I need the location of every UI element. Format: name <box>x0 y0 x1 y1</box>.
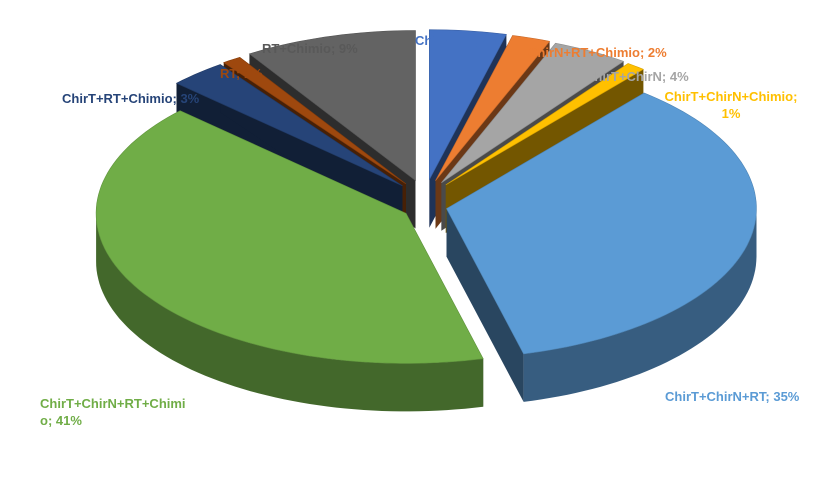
slice-top <box>441 42 625 183</box>
data-label: RT+Chimio; 9% <box>262 41 358 56</box>
data-label: ChirN+RT+Chimio; 2% <box>528 45 667 60</box>
data-label: ChirT+ChirN+RT; 35% <box>665 389 800 404</box>
slice-side <box>96 213 484 412</box>
slice-top <box>435 35 551 181</box>
data-label: ChirT+ChirN+RT+Chimio; 41% <box>40 396 186 428</box>
slice-top <box>223 56 407 185</box>
data-label: RT; 1% <box>220 66 263 81</box>
data-label: ChirT+RT+Chimio; 3% <box>62 91 200 106</box>
data-label: ChirT+ChirN; 4% <box>585 69 689 84</box>
slice <box>446 92 757 402</box>
slice-top <box>248 30 416 182</box>
slice-top <box>445 63 645 186</box>
slice-top <box>429 29 507 180</box>
data-label: ChirN+RT; 4% <box>415 33 501 48</box>
data-label: ChirT+ChirN+Chimio; 1% <box>664 89 798 121</box>
slice-top <box>95 110 484 364</box>
slice <box>95 110 484 412</box>
slice-side <box>523 208 757 402</box>
slice-top <box>446 92 757 355</box>
slice-top <box>175 64 403 187</box>
slice-wall <box>446 208 524 402</box>
